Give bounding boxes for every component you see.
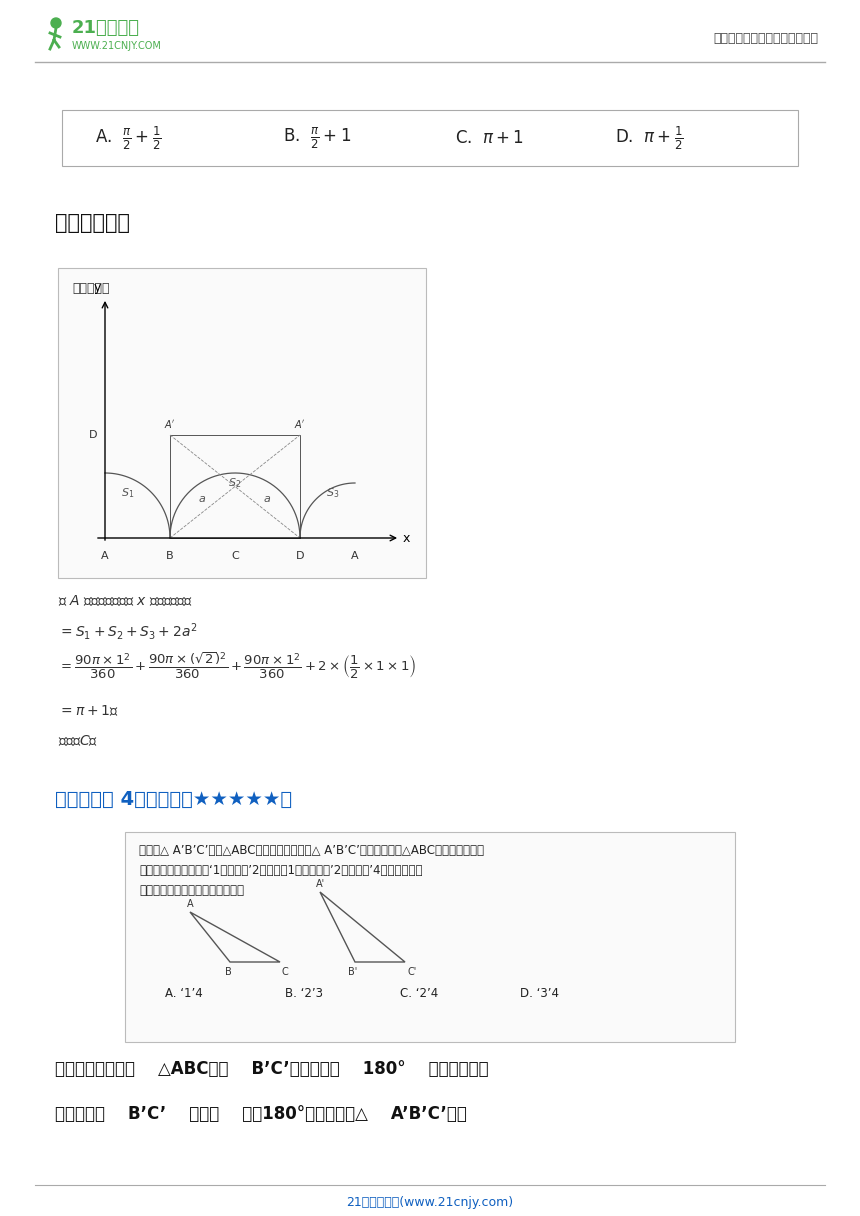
Text: 点 $A$ 运动的路径线与 $x$ 轴围成的面积: 点 $A$ 运动的路径线与 $x$ 轴围成的面积 (58, 593, 194, 608)
Text: 【答案解析】: 【答案解析】 (55, 213, 130, 233)
Text: 典型易错题 4（易错指数★★★★★）: 典型易错题 4（易错指数★★★★★） (55, 790, 292, 809)
Text: 如图，△ A’B’C’是由△ABC经过平移得到的，△ A’B’C’还可以看作是△ABC经过怎样的图形: 如图，△ A’B’C’是由△ABC经过平移得到的，△ A’B’C’还可以看作是△… (139, 844, 484, 857)
Text: A: A (187, 899, 194, 910)
Text: x: x (403, 531, 410, 545)
Text: $= \pi + 1$．: $= \pi + 1$． (58, 703, 119, 717)
Text: A: A (101, 551, 109, 561)
Bar (58, 268, 426, 578)
Text: C: C (231, 551, 239, 561)
Text: A.  $\frac{\pi}{2}+\frac{1}{2}$: A. $\frac{\pi}{2}+\frac{1}{2}$ (95, 124, 162, 152)
Text: B': B' (348, 967, 358, 976)
Text: A. ‘1’4: A. ‘1’4 (165, 987, 203, 1000)
Text: 如图所示：: 如图所示： (72, 282, 109, 295)
Text: B. ‘2’3: B. ‘2’3 (285, 987, 323, 1000)
Text: 故选：$C$．: 故选：$C$． (58, 733, 98, 748)
Text: C': C' (407, 967, 416, 976)
Text: B: B (224, 967, 231, 976)
Text: $a$: $a$ (263, 494, 272, 503)
Text: 21世纪教育网(www.21cnjy.com): 21世纪教育网(www.21cnjy.com) (347, 1197, 513, 1209)
Text: $a$: $a$ (199, 494, 206, 503)
Bar (170, 435, 300, 537)
Circle shape (51, 18, 61, 28)
Text: B.  $\frac{\pi}{2}+1$: B. $\frac{\pi}{2}+1$ (283, 125, 351, 151)
Text: $S_2$: $S_2$ (229, 477, 242, 490)
Text: D: D (89, 430, 97, 440)
Text: 中所有正确结论的序号是（　　）: 中所有正确结论的序号是（ ） (139, 884, 244, 897)
Text: $A'$: $A'$ (164, 418, 175, 430)
Text: $A'$: $A'$ (294, 418, 306, 430)
Text: y: y (94, 281, 101, 294)
Text: D: D (296, 551, 304, 561)
Bar (125, 832, 735, 1042)
Text: D. ‘3’4: D. ‘3’4 (520, 987, 559, 1000)
Text: 中小学教育资源及组卷应用平台: 中小学教育资源及组卷应用平台 (713, 32, 818, 45)
Text: C.  $\pi+1$: C. $\pi+1$ (455, 129, 524, 147)
Text: 变化得到？下列结论：‘1次旋转；’2次旋转和1次轴对称；’2次旋转；’4次轴对称。其: 变化得到？下列结论：‘1次旋转；’2次旋转和1次轴对称；’2次旋转；’4次轴对称… (139, 865, 422, 877)
Text: A': A' (316, 879, 324, 889)
Text: 21世纪教育: 21世纪教育 (72, 19, 140, 36)
Bar (62, 109, 798, 167)
Text: 三角形绕着    B’C’    的中点    旋转180°，即可得到△    A’B’C’；先: 三角形绕着 B’C’ 的中点 旋转180°，即可得到△ A’B’C’；先 (55, 1105, 467, 1124)
Text: B: B (166, 551, 174, 561)
Text: D.  $\pi+\frac{1}{2}$: D. $\pi+\frac{1}{2}$ (615, 124, 684, 152)
Text: A: A (351, 551, 359, 561)
Text: WWW.21CNJY.COM: WWW.21CNJY.COM (72, 41, 162, 51)
Text: $= S_1 + S_2 + S_3 + 2a^2$: $= S_1 + S_2 + S_3 + 2a^2$ (58, 621, 198, 642)
Text: C: C (282, 967, 289, 976)
Text: 【答案解析】先将    △ABC绕着    B’C’的中点旋转    180°    ，再将所得的: 【答案解析】先将 △ABC绕着 B’C’的中点旋转 180° ，再将所得的 (55, 1060, 488, 1079)
Text: C. ‘2’4: C. ‘2’4 (400, 987, 439, 1000)
Text: $S_1$: $S_1$ (121, 486, 134, 500)
Text: $= \dfrac{90\pi\times 1^2}{360} + \dfrac{90\pi\times(\sqrt{2})^2}{360} + \dfrac{: $= \dfrac{90\pi\times 1^2}{360} + \dfrac… (58, 651, 416, 681)
Text: $S_3$: $S_3$ (326, 486, 339, 500)
